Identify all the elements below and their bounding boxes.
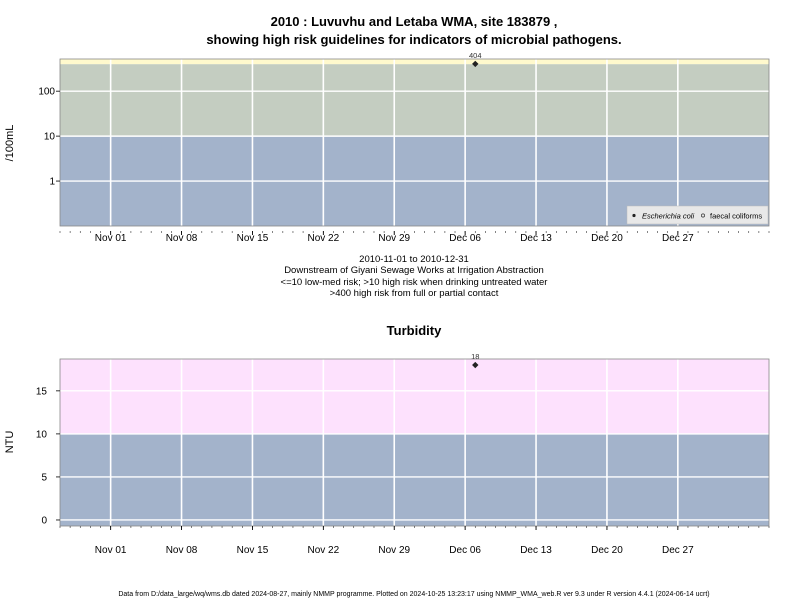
chart1-y-tick-label: 100 xyxy=(38,87,55,98)
chart1-y-tick-label: 1 xyxy=(49,177,55,188)
chart1-band-2 xyxy=(60,59,769,65)
footer-note: Data from D:/data_large/wq/wms.db dated … xyxy=(118,591,709,598)
chart1-x-tick-label: Nov 29 xyxy=(378,233,410,244)
chart2-band-0 xyxy=(60,433,769,526)
chart2-ylabel: NTU xyxy=(4,431,16,454)
chart1-title-line1: 2010 : Luvuvhu and Letaba WMA, site 1838… xyxy=(271,14,558,29)
chart1-band-1 xyxy=(60,64,769,137)
chart2-x-tick-label: Dec 13 xyxy=(520,545,552,556)
chart1-x-tick-label: Nov 15 xyxy=(237,233,269,244)
legend-faecal-label: faecal coliforms xyxy=(710,212,762,221)
chart2-plot: Nov 01 Nov 08 Nov 15 Nov 22 Nov 29 Dec 06 Dec … xyxy=(36,352,770,556)
legend-ecoli-marker xyxy=(632,213,636,218)
chart2-x-tick-label: Dec 06 xyxy=(449,545,481,556)
chart1-ylabel: /100mL xyxy=(4,125,16,162)
chart2-data-label: 18 xyxy=(471,352,479,361)
chart2-y-tick-label: 15 xyxy=(36,386,48,397)
chart2-x-tick-label: Nov 29 xyxy=(378,545,410,556)
chart1-x-tick-label: Dec 13 xyxy=(520,233,552,244)
chart2-data-point xyxy=(472,361,479,369)
chart1-x-tick-label: Dec 20 xyxy=(591,233,623,244)
legend-box xyxy=(626,205,769,225)
legend-ecoli-label: Escherichia coli xyxy=(642,212,694,221)
legend-faecal-marker xyxy=(701,213,705,218)
chart1-frame xyxy=(59,58,770,227)
chart1-caption-line3: <=10 low-med risk; >10 high risk when dr… xyxy=(281,277,548,288)
chart2-x-tick-label: Dec 27 xyxy=(662,545,694,556)
chart1-x-tick-label: Dec 27 xyxy=(662,233,694,244)
chart1-x-tick-label: Nov 22 xyxy=(307,233,339,244)
chart2-band-1 xyxy=(60,359,769,434)
chart1-caption-line1: 2010-11-01 to 2010-12-31 xyxy=(359,254,469,265)
chart2-y-tick-label: 10 xyxy=(36,429,48,440)
chart2-x-tick-label: Nov 01 xyxy=(95,545,127,556)
chart2-y-tick-label: 0 xyxy=(41,515,47,526)
chart1-legend: Escherichia coli faecal coliforms xyxy=(626,205,769,225)
chart1-y-tick-label: 10 xyxy=(44,132,56,143)
chart1-x-tick-label: Nov 01 xyxy=(95,233,127,244)
chart1-data-label: 404 xyxy=(469,51,482,60)
chart1-caption-line2: Downstream of Giyani Sewage Works at Irr… xyxy=(284,265,544,276)
chart2-title: Turbidity xyxy=(387,323,442,338)
chart2-y-tick-label: 5 xyxy=(41,472,47,483)
chart2-x-tick-label: Nov 15 xyxy=(237,545,269,556)
chart1-caption-line4: >400 high risk from full or partial cont… xyxy=(330,288,499,299)
chart2-x-tick-label: Nov 08 xyxy=(166,545,198,556)
chart1-plot: Nov 01 Nov 08 Nov 15 Nov 22 Nov 29 Dec 06 Dec … xyxy=(38,51,770,244)
chart1-data-point xyxy=(472,60,479,68)
chart1-x-tick-label: Dec 06 xyxy=(449,233,481,244)
chart2-x-tick-label: Nov 22 xyxy=(307,545,339,556)
chart1-title-line2: showing high risk guidelines for indicat… xyxy=(206,32,621,47)
chart1-x-tick-label: Nov 08 xyxy=(166,233,198,244)
chart2-x-tick-label: Dec 20 xyxy=(591,545,623,556)
